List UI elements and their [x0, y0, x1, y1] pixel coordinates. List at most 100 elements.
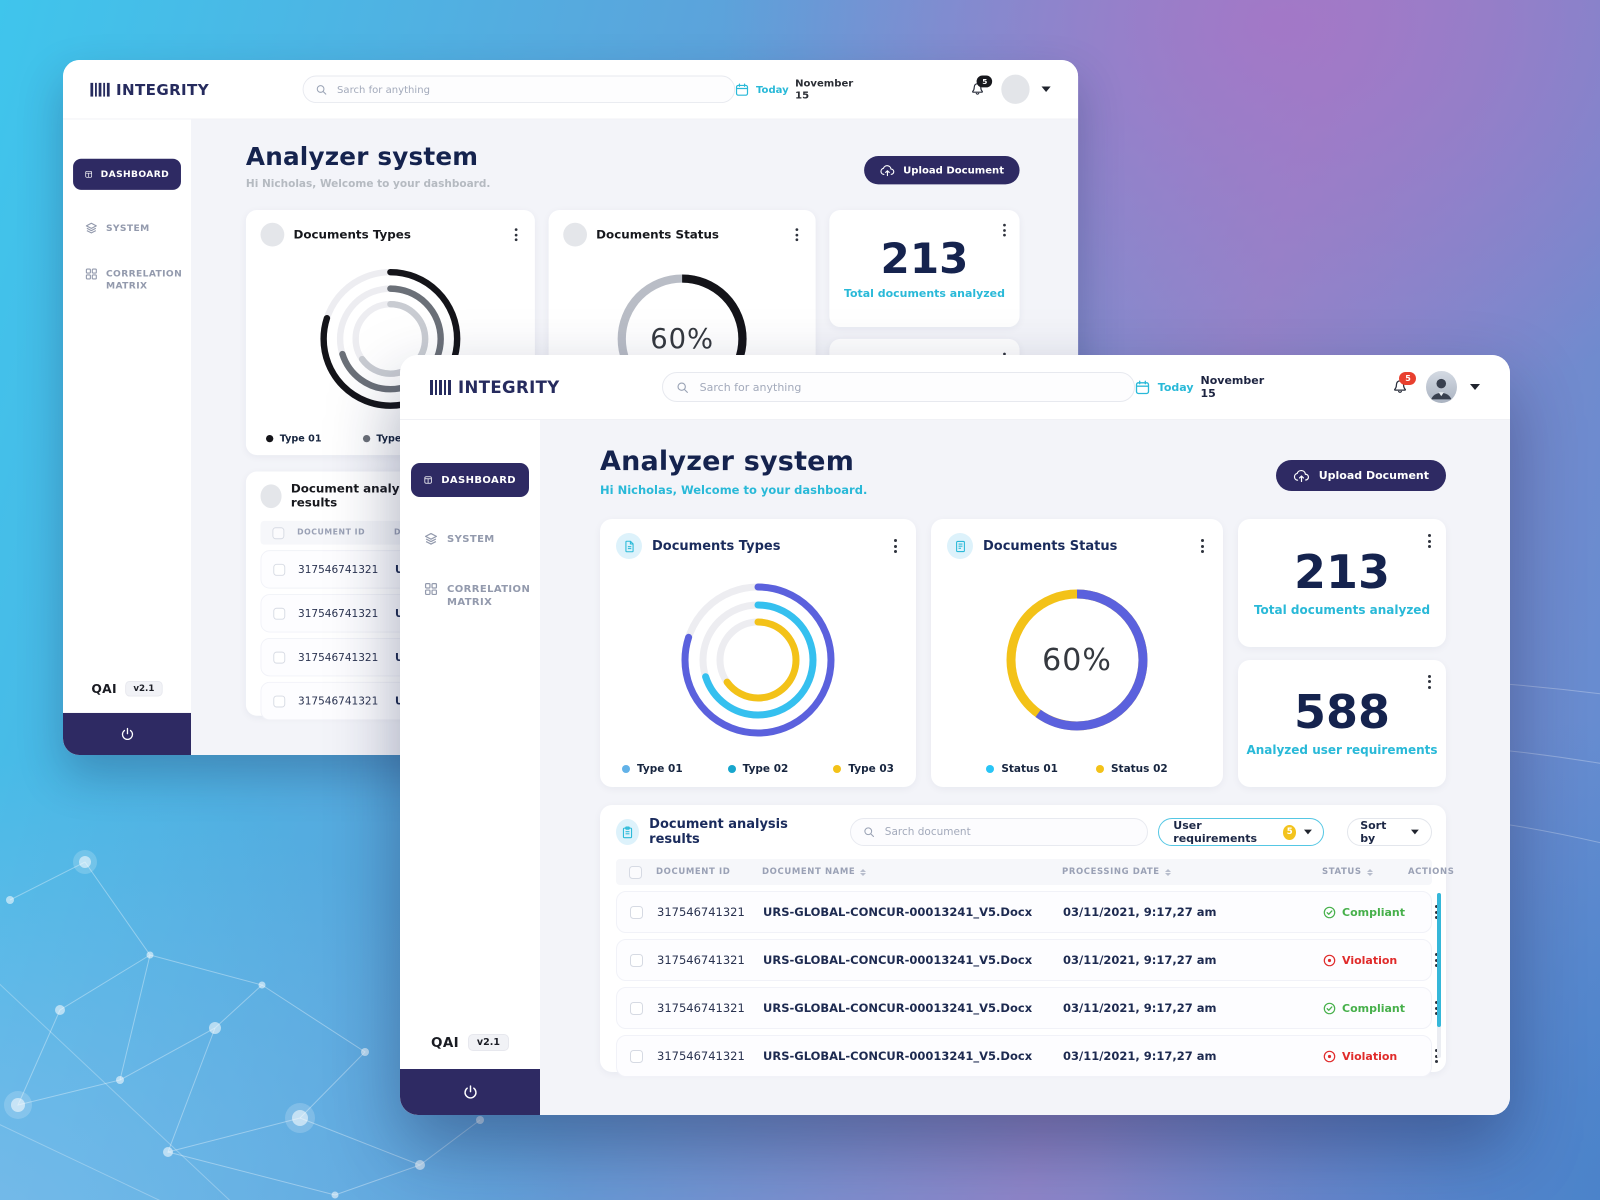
table-row[interactable]: 317546741321 URS-GLOBAL-CONCUR-00013241_…	[616, 1035, 1438, 1077]
filter-count-badge: 5	[1283, 824, 1297, 840]
document-status-icon	[563, 222, 588, 247]
column-header-id[interactable]: DOCUMENT ID	[297, 528, 366, 538]
row-checkbox[interactable]	[630, 953, 643, 967]
power-icon	[463, 1084, 477, 1099]
app-logo: INTEGRITY	[90, 81, 209, 98]
window-header: INTEGRITY Today November 15 5	[400, 355, 1510, 420]
row-menu-button[interactable]	[1432, 1046, 1441, 1066]
bell-icon	[1394, 380, 1407, 393]
row-checkbox[interactable]	[630, 1001, 643, 1015]
sidebar-footer: QAI v2.1	[400, 1034, 540, 1115]
global-search[interactable]	[302, 75, 735, 103]
chevron-down-icon	[1041, 86, 1051, 93]
search-icon	[315, 83, 327, 95]
qai-label: QAI	[431, 1034, 459, 1051]
document-search[interactable]	[849, 818, 1149, 846]
kpi-label: Analyzed user requirements	[1246, 743, 1438, 758]
sidebar: DASHBOARD SYSTEM CORRELATION MATRIX QAI …	[63, 119, 192, 756]
chart-legend: Status 01 Status 02	[947, 763, 1207, 775]
column-header-status[interactable]: STATUS	[1322, 867, 1408, 877]
row-checkbox[interactable]	[273, 651, 286, 664]
clipboard-icon	[260, 484, 282, 509]
legend-dot	[362, 434, 370, 443]
sidebar-item-dashboard[interactable]: DASHBOARD	[73, 158, 181, 190]
document-search-input[interactable]	[882, 825, 1136, 839]
sidebar-item-label: DASHBOARD	[100, 169, 170, 180]
kpi-label: Total documents analyzed	[843, 286, 1005, 300]
select-all-checkbox[interactable]	[272, 526, 285, 539]
donut-chart: 60%	[947, 559, 1207, 761]
row-checkbox[interactable]	[273, 607, 286, 620]
matrix-icon	[85, 268, 97, 280]
document-id: 317546741321	[657, 1001, 745, 1015]
power-button[interactable]	[400, 1069, 540, 1115]
row-checkbox[interactable]	[273, 563, 286, 576]
row-checkbox[interactable]	[630, 1049, 643, 1063]
column-header-id[interactable]: DOCUMENT ID	[656, 867, 731, 877]
current-date: November 15	[795, 77, 854, 102]
header-right: Today November 15 5	[1135, 371, 1480, 403]
card-menu-button[interactable]	[1198, 536, 1207, 556]
search-icon	[863, 826, 875, 838]
sort-icon	[1164, 868, 1171, 876]
clipboard-icon	[616, 819, 640, 845]
notifications-button[interactable]: 5	[970, 75, 993, 97]
card-title: Documents Status	[596, 227, 720, 242]
calendar-icon	[1135, 380, 1150, 395]
search-input[interactable]	[335, 82, 723, 97]
upload-document-button[interactable]: Upload Document	[1275, 460, 1446, 491]
row-checkbox[interactable]	[273, 695, 286, 708]
legend-dot	[622, 765, 630, 773]
legend-dot	[986, 765, 995, 773]
user-requirements-filter[interactable]: User requirements 5	[1158, 818, 1325, 846]
sort-by-dropdown[interactable]: Sort by	[1347, 818, 1432, 846]
document-name: URS-GLOBAL-CONCUR-00013241_V5.Docx	[763, 1001, 1033, 1015]
version-badge: v2.1	[467, 1034, 509, 1051]
document-id: 317546741321	[657, 1049, 745, 1063]
row-menu-button[interactable]	[1432, 950, 1441, 970]
card-title: Documents Types	[293, 227, 411, 242]
app-window-front: INTEGRITY Today November 15 5	[400, 355, 1510, 1115]
row-menu-button[interactable]	[1432, 998, 1441, 1018]
card-menu-button[interactable]	[1425, 672, 1434, 692]
column-header-actions: ACTIONS	[1408, 867, 1455, 877]
today-label: Today	[1157, 380, 1194, 394]
table-row[interactable]: 317546741321 URS-GLOBAL-CONCUR-00013241_…	[616, 891, 1438, 933]
row-checkbox[interactable]	[630, 905, 643, 919]
column-header-name[interactable]: DOCUMENT NAME	[762, 867, 1062, 877]
avatar[interactable]	[1426, 371, 1457, 403]
card-menu-button[interactable]	[891, 536, 900, 556]
logo-text: INTEGRITY	[116, 80, 209, 98]
card-menu-button[interactable]	[1425, 531, 1434, 551]
document-status-icon	[947, 533, 973, 559]
notifications-button[interactable]: 5	[1391, 372, 1417, 396]
upload-document-button[interactable]: Upload Document	[863, 156, 1020, 185]
table-row[interactable]: 317546741321 URS-GLOBAL-CONCUR-00013241_…	[616, 987, 1438, 1029]
column-header-date[interactable]: PROCESSING DATE	[1062, 867, 1322, 877]
search-input[interactable]	[697, 379, 1121, 395]
power-button[interactable]	[63, 712, 192, 756]
logo-text: INTEGRITY	[457, 377, 560, 397]
sidebar-item-system[interactable]: SYSTEM	[424, 532, 532, 547]
sidebar-item-dashboard[interactable]: DASHBOARD	[411, 463, 529, 497]
avatar[interactable]	[1001, 74, 1030, 104]
account-menu-caret[interactable]	[1041, 86, 1051, 93]
sidebar-item-system[interactable]: SYSTEM	[85, 222, 184, 235]
sort-label: Sort by	[1360, 819, 1387, 845]
rings-chart	[616, 559, 900, 761]
global-search[interactable]	[661, 372, 1135, 402]
select-all-checkbox[interactable]	[629, 865, 642, 879]
row-menu-button[interactable]	[1432, 902, 1441, 922]
document-name: URS-GLOBAL-CONCUR-00013241_V5.Docx	[763, 905, 1033, 919]
header-right: Today November 15 5	[735, 74, 1051, 104]
account-menu-caret[interactable]	[1470, 384, 1480, 390]
sidebar-item-correlation-matrix[interactable]: CORRELATION MATRIX	[85, 268, 184, 293]
card-menu-button[interactable]	[793, 226, 801, 244]
card-menu-button[interactable]	[512, 226, 520, 244]
person-icon	[1431, 378, 1452, 400]
logo-bars-icon	[90, 82, 110, 97]
sidebar-item-correlation-matrix[interactable]: CORRELATION MATRIX	[424, 582, 532, 610]
card-menu-button[interactable]	[1000, 221, 1008, 239]
table-scrollbar-thumb[interactable]	[1437, 893, 1441, 1027]
table-row[interactable]: 317546741321 URS-GLOBAL-CONCUR-00013241_…	[616, 939, 1438, 981]
